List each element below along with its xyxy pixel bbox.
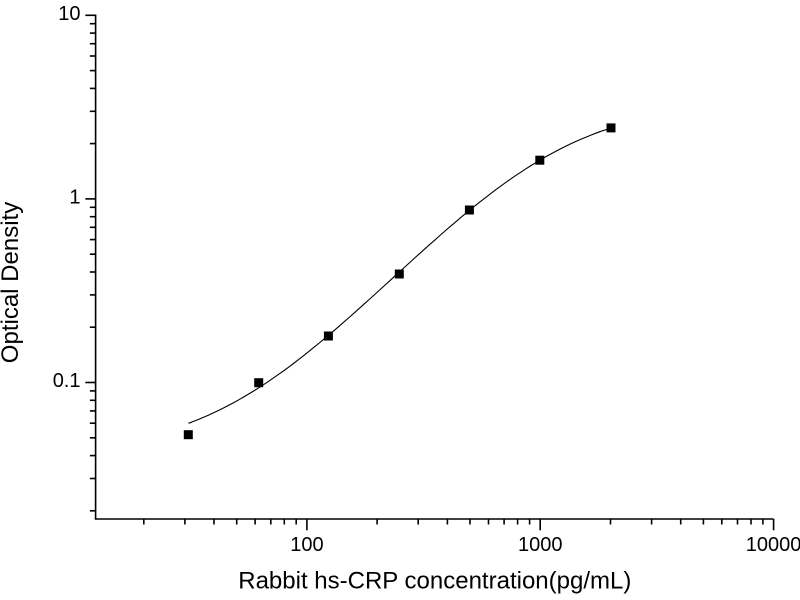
- svg-text:100: 100: [290, 534, 323, 556]
- svg-text:Rabbit hs-CRP concentration(pg: Rabbit hs-CRP concentration(pg/mL): [238, 568, 631, 595]
- svg-text:10000: 10000: [746, 534, 800, 556]
- svg-text:10: 10: [58, 3, 80, 25]
- svg-text:0.1: 0.1: [53, 370, 81, 392]
- svg-text:1000: 1000: [518, 534, 563, 556]
- svg-text:Optical Density: Optical Density: [0, 202, 24, 363]
- svg-text:1: 1: [69, 187, 80, 209]
